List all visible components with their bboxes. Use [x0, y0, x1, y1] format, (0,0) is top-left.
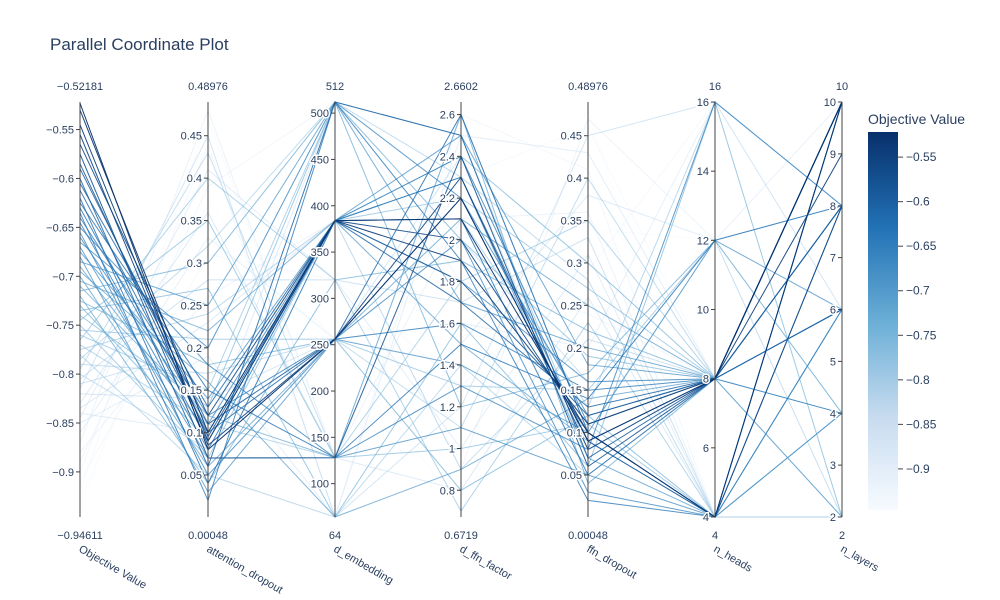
tick-label: 400: [311, 201, 329, 213]
tick-label: 0.3: [567, 258, 582, 270]
tick-label: 10: [824, 97, 836, 109]
tick-label: 2.4: [440, 151, 455, 163]
axis-title: d_ffn_factor: [458, 543, 514, 583]
tick-label: 0.35: [181, 216, 202, 228]
tick-label: 350: [311, 247, 329, 259]
tick-label: 0.25: [561, 300, 582, 312]
tick-label: 8: [830, 201, 836, 213]
tick-label: −0.6: [52, 173, 74, 185]
tick-label: 1.8: [440, 277, 455, 289]
tick-label: 0.2: [187, 343, 202, 355]
tick-label: 8: [703, 374, 709, 386]
tick-label: 1.2: [440, 402, 455, 414]
tick-label: 0.4: [567, 173, 582, 185]
colorbar-tick-label: −0.7: [906, 284, 930, 298]
axis-max-label: −0.52181: [57, 81, 103, 93]
tick-label: 12: [697, 235, 709, 247]
tick-label: 1: [449, 444, 455, 456]
tick-label: 6: [703, 443, 709, 455]
colorbar-ticks: −0.55 −0.6 −0.65 −0.7 −0.75 −0.8 −0.85 −0.9: [898, 150, 937, 476]
tick-label: 500: [311, 108, 329, 120]
tick-label: 2: [830, 512, 836, 524]
colorbar-tick-label: −0.8: [906, 373, 930, 387]
colorbar-tick-label: −0.6: [906, 195, 930, 209]
tick-label: 0.1: [567, 428, 582, 440]
axis-d-embedding[interactable]: 100 150 200 250 300 350 400 450 500 512 64d_embedd…: [309, 81, 396, 587]
axis-title: n_layers: [839, 543, 881, 574]
tick-label: −0.75: [46, 320, 74, 332]
colorbar-tick-label: −0.55: [906, 150, 937, 164]
axis-title: Objective Value: [77, 543, 149, 592]
colorbar-tick-label: −0.65: [906, 239, 937, 253]
tick-label: −0.55: [46, 125, 74, 137]
tick-label: 7: [830, 253, 836, 265]
tick-label: 4: [703, 512, 709, 524]
tick-label: 1.4: [440, 360, 455, 372]
axis-title: ffn_dropout: [585, 543, 639, 581]
tick-label: 2.2: [440, 193, 455, 205]
axis-min-label: 2: [839, 530, 845, 542]
tick-label: 4: [830, 408, 836, 420]
axis-max-label: 16: [709, 81, 721, 93]
axis-min-label: 0.00048: [188, 530, 228, 542]
tick-label: 0.4: [187, 173, 202, 185]
tick-label: 0.8: [440, 485, 455, 497]
tick-label: 0.45: [181, 131, 202, 143]
tick-label: 0.05: [181, 470, 202, 482]
colorbar-tick-label: −0.9: [906, 462, 930, 476]
tick-label: −0.65: [46, 222, 74, 234]
axis-min-label: 64: [329, 530, 341, 542]
tick-label: 2.6: [440, 110, 455, 122]
axis-title: attention_dropout: [205, 543, 285, 596]
tick-label: 2: [449, 235, 455, 247]
colorbar-gradient: [868, 132, 898, 510]
colorbar: Objective Value −0.55−0.6−0.65−0.7−0.75−…: [868, 111, 965, 510]
tick-label: 300: [311, 293, 329, 305]
tick-label: 0.3: [187, 258, 202, 270]
tick-label: 250: [311, 340, 329, 352]
tick-label: 0.15: [181, 385, 202, 397]
tick-label: 9: [830, 149, 836, 161]
chart-title: Parallel Coordinate Plot: [50, 35, 229, 54]
tick-label: 150: [311, 432, 329, 444]
tick-label: 0.45: [561, 131, 582, 143]
axis-max-label: 512: [326, 81, 344, 93]
tick-label: −0.8: [52, 369, 74, 381]
tick-label: 14: [697, 166, 709, 178]
tick-label: 16: [697, 97, 709, 109]
tick-label: 3: [830, 460, 836, 472]
axis-title: n_heads: [712, 543, 755, 575]
tick-label: 100: [311, 479, 329, 491]
tick-label: 10: [697, 305, 709, 317]
axis-min-label: 4: [712, 530, 718, 542]
tick-label: 0.25: [181, 300, 202, 312]
axis-title: d_embedding: [332, 543, 396, 587]
colorbar-tick-label: −0.85: [906, 417, 937, 431]
tick-label: 5: [830, 356, 836, 368]
colorbar-title: Objective Value: [868, 111, 965, 127]
tick-label: 1.6: [440, 318, 455, 330]
tick-label: −0.7: [52, 271, 74, 283]
axis-max-label: 0.48976: [568, 81, 608, 93]
tick-label: 0.1: [187, 428, 202, 440]
tick-label: 0.15: [561, 385, 582, 397]
axis-max-label: 10: [836, 81, 848, 93]
axis-max-label: 0.48976: [188, 81, 228, 93]
tick-label: 0.35: [561, 216, 582, 228]
axis-min-label: 0.6719: [444, 530, 478, 542]
tick-label: 0.05: [561, 470, 582, 482]
tick-label: −0.85: [46, 418, 74, 430]
axis-ffn-dropout[interactable]: 0.05 0.1 0.15 0.2 0.25 0.3 0.35 0.4 0.45 0.48976 0…: [559, 81, 639, 581]
tick-label: 6: [830, 305, 836, 317]
tick-label: 450: [311, 154, 329, 166]
tick-label: 200: [311, 386, 329, 398]
axis-min-label: 0.00048: [568, 530, 608, 542]
tick-label: 0.2: [567, 343, 582, 355]
tick-label: −0.9: [52, 467, 74, 479]
axis-min-label: −0.94611: [57, 530, 102, 542]
colorbar-tick-label: −0.75: [906, 328, 937, 342]
axis-max-label: 2.6602: [444, 81, 478, 93]
